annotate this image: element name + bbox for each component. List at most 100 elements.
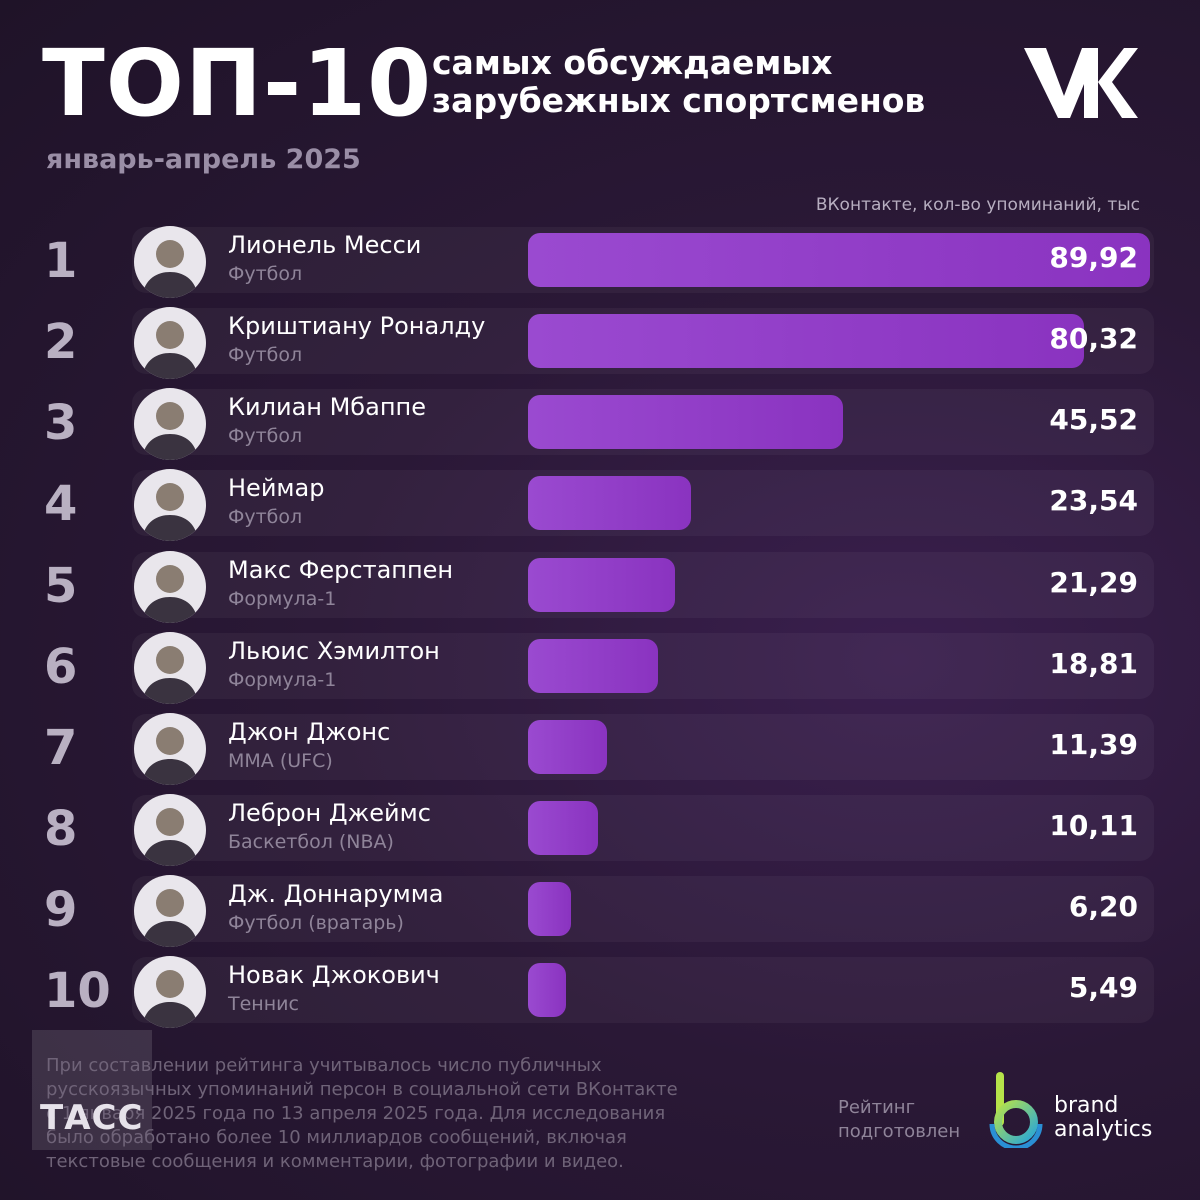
athlete-sport: MMA (UFC) — [228, 750, 333, 772]
athlete-avatar — [134, 713, 206, 785]
rank-number: 1 — [44, 233, 78, 289]
athlete-avatar — [134, 794, 206, 866]
page-subtitle: самых обсуждаемых зарубежных спортсменов — [432, 44, 925, 120]
rank-number: 5 — [44, 558, 78, 614]
athlete-name: Леброн Джеймс — [228, 799, 431, 827]
person-icon — [142, 889, 198, 947]
athlete-sport: Футбол — [228, 425, 303, 447]
person-icon — [142, 727, 198, 785]
credit-label: Рейтинг подготовлен — [838, 1096, 960, 1144]
rank-number: 6 — [44, 639, 78, 695]
chart-row: 5 Макс Ферстаппен Формула-1 21,29 — [0, 551, 1200, 623]
row-background — [132, 957, 1154, 1023]
chart-row: 3 Килиан Мбаппе Футбол 45,52 — [0, 388, 1200, 460]
row-background — [132, 714, 1154, 780]
person-icon — [142, 321, 198, 379]
chart-row: 8 Леброн Джеймс Баскетбол (NBA) 10,11 — [0, 794, 1200, 866]
athlete-sport: Футбол — [228, 263, 303, 285]
bar-value-label: 80,32 — [1049, 322, 1138, 355]
page-title: ТОП-10 — [42, 30, 433, 137]
rank-number: 10 — [44, 963, 111, 1019]
rank-number: 4 — [44, 476, 78, 532]
athlete-name: Килиан Мбаппе — [228, 393, 426, 421]
bar-value-label: 5,49 — [1068, 971, 1138, 1004]
bar-value-label: 10,11 — [1049, 809, 1138, 842]
athlete-avatar — [134, 307, 206, 379]
athlete-sport: Формула-1 — [228, 669, 337, 691]
bar — [528, 558, 676, 612]
chart-row: 7 Джон Джонс MMA (UFC) 11,39 — [0, 713, 1200, 785]
chart-row: 4 Неймар Футбол 23,54 — [0, 469, 1200, 541]
bar — [528, 720, 607, 774]
athlete-sport: Баскетбол (NBA) — [228, 831, 394, 853]
athlete-name: Криштиану Роналду — [228, 312, 486, 340]
athlete-sport: Формула-1 — [228, 588, 337, 610]
athlete-name: Новак Джокович — [228, 961, 440, 989]
bar — [528, 639, 659, 693]
person-icon — [142, 402, 198, 460]
person-icon — [142, 646, 198, 704]
chart-row: 10 Новак Джокович Теннис 5,49 — [0, 956, 1200, 1028]
person-icon — [142, 240, 198, 298]
bar — [528, 314, 1084, 368]
row-background — [132, 876, 1154, 942]
bar-value-label: 23,54 — [1049, 484, 1138, 517]
bar-value-label: 21,29 — [1049, 566, 1138, 599]
chart-row: 1 Лионель Месси Футбол 89,92 — [0, 226, 1200, 298]
athlete-name: Неймар — [228, 474, 325, 502]
person-icon — [142, 483, 198, 541]
footnote: При составлении рейтинга учитывалось чис… — [46, 1055, 678, 1172]
athlete-name: Льюис Хэмилтон — [228, 637, 440, 665]
rank-number: 2 — [44, 314, 78, 370]
athlete-avatar — [134, 388, 206, 460]
athlete-avatar — [134, 956, 206, 1028]
athlete-avatar — [134, 875, 206, 947]
person-icon — [142, 808, 198, 866]
bar — [528, 801, 598, 855]
athlete-avatar — [134, 551, 206, 623]
chart-row: 9 Дж. Доннарумма Футбол (вратарь) 6,20 — [0, 875, 1200, 947]
rank-number: 9 — [44, 882, 78, 938]
athlete-avatar — [134, 226, 206, 298]
bar — [528, 882, 571, 936]
athlete-sport: Футбол — [228, 344, 303, 366]
person-icon — [142, 565, 198, 623]
brand-analytics-logo-icon — [989, 1072, 1043, 1148]
bar-value-label: 89,92 — [1049, 241, 1138, 274]
athlete-sport: Футбол (вратарь) — [228, 912, 404, 934]
bar-value-label: 45,52 — [1049, 403, 1138, 436]
athlete-sport: Футбол — [228, 506, 303, 528]
subtitle-line-1: самых обсуждаемых — [432, 43, 833, 82]
period-label: январь-апрель 2025 — [46, 144, 361, 175]
subtitle-line-2: зарубежных спортсменов — [432, 80, 926, 120]
rank-number: 7 — [44, 720, 78, 776]
chart-unit-label: ВКонтакте, кол-во упоминаний, тыс — [815, 195, 1140, 215]
bar-value-label: 6,20 — [1068, 890, 1138, 923]
bar — [528, 476, 691, 530]
bar — [528, 233, 1150, 287]
athlete-name: Лионель Месси — [228, 231, 422, 259]
chart-row: 2 Криштиану Роналду Футбол 80,32 — [0, 307, 1200, 379]
partner-name: brand analytics — [1054, 1094, 1152, 1142]
bar-value-label: 11,39 — [1049, 728, 1138, 761]
person-icon — [142, 970, 198, 1028]
tass-watermark: ТАСС — [40, 1098, 144, 1138]
partner-line-1: brand — [1054, 1093, 1119, 1118]
chart-row: 6 Льюис Хэмилтон Формула-1 18,81 — [0, 632, 1200, 704]
rank-number: 8 — [44, 801, 78, 857]
credit-line-2: подготовлен — [838, 1121, 961, 1142]
athlete-name: Дж. Доннарумма — [228, 880, 444, 908]
bar — [528, 395, 843, 449]
partner-line-2: analytics — [1054, 1117, 1153, 1142]
bar — [528, 963, 566, 1017]
athlete-avatar — [134, 469, 206, 541]
athlete-sport: Теннис — [228, 993, 299, 1015]
vk-logo-icon — [1024, 48, 1138, 118]
bar-value-label: 18,81 — [1049, 647, 1138, 680]
credit-line-1: Рейтинг — [838, 1097, 916, 1118]
athlete-name: Макс Ферстаппен — [228, 556, 454, 584]
athlete-avatar — [134, 632, 206, 704]
athlete-name: Джон Джонс — [228, 718, 391, 746]
watermark-box — [32, 1030, 152, 1150]
row-background — [132, 795, 1154, 861]
